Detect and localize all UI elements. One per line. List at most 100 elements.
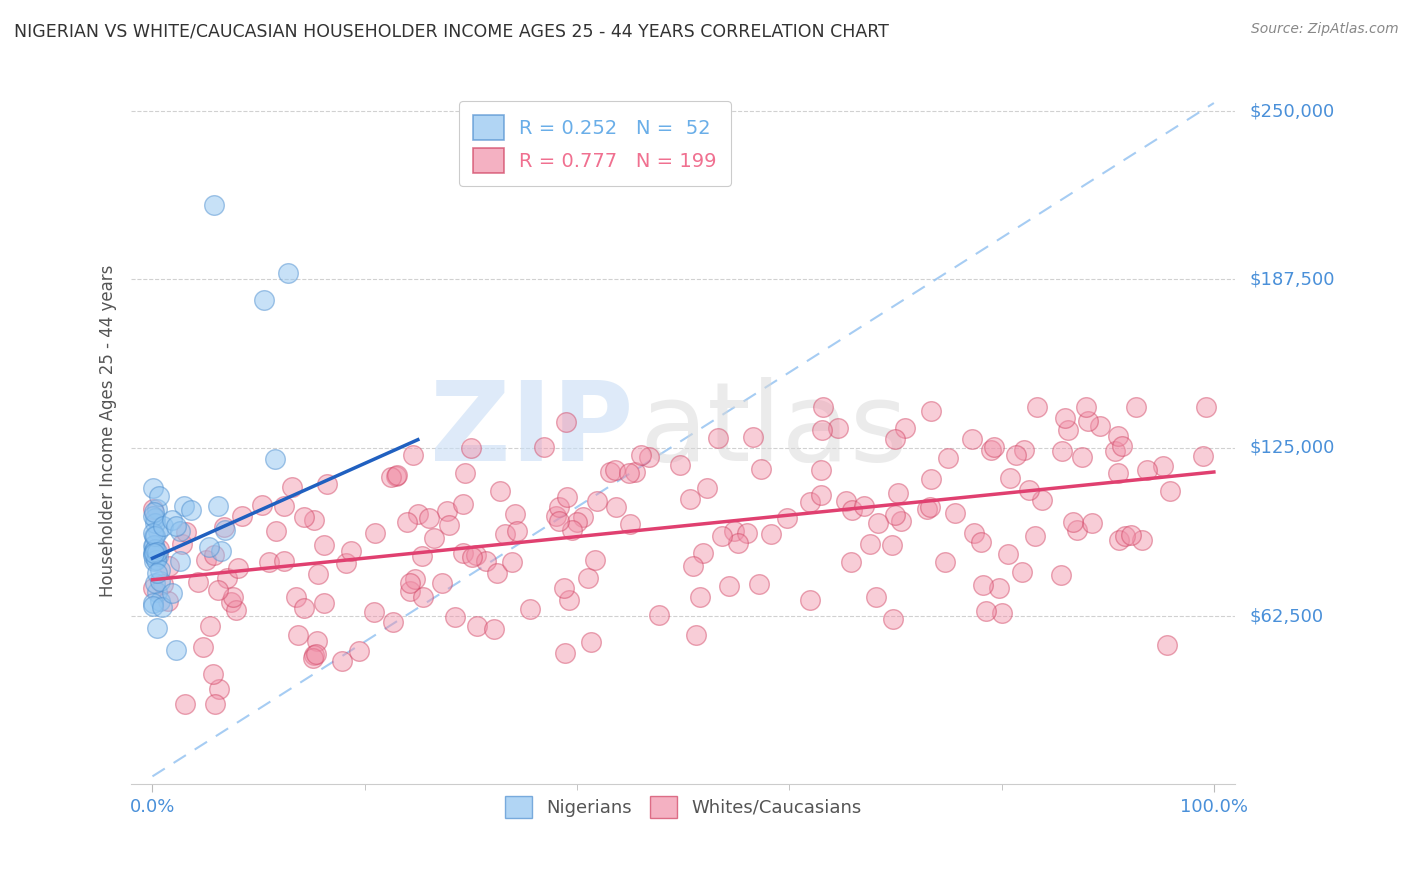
Point (1107, 467, 1129, 481)
Point (169, 524, 191, 539)
Point (1053, 411, 1076, 425)
Point (599, 466, 621, 480)
Point (202, 198, 225, 212)
Point (548, 500, 571, 514)
Point (451, 546, 474, 560)
Point (149, 563, 172, 577)
Legend: Nigerians, Whites/Caucasians: Nigerians, Whites/Caucasians (498, 789, 869, 825)
Point (1111, 439, 1133, 453)
Point (173, 697, 195, 711)
Point (142, 529, 165, 543)
Point (149, 594, 172, 608)
Point (460, 441, 482, 455)
Point (835, 493, 858, 508)
Point (475, 554, 498, 568)
Point (558, 593, 581, 607)
Point (533, 440, 555, 454)
Point (380, 470, 402, 484)
Point (253, 293, 276, 307)
Point (811, 401, 834, 415)
Point (304, 648, 326, 662)
Text: $125,000: $125,000 (1250, 439, 1334, 457)
Point (887, 486, 910, 500)
Point (315, 476, 337, 491)
Point (1074, 401, 1097, 415)
Point (669, 458, 692, 472)
Point (148, 549, 170, 564)
Point (799, 495, 821, 509)
Text: ZIP: ZIP (430, 377, 634, 484)
Point (464, 548, 486, 562)
Point (679, 491, 702, 506)
Text: $187,500: $187,500 (1250, 270, 1334, 288)
Point (461, 550, 484, 565)
Point (735, 526, 758, 541)
Point (1031, 492, 1053, 507)
Point (187, 574, 209, 589)
Point (1136, 463, 1159, 477)
Point (173, 499, 195, 513)
Point (436, 504, 458, 518)
Point (148, 542, 170, 557)
Y-axis label: Householder Income Ages 25 - 44 years: Householder Income Ages 25 - 44 years (100, 265, 117, 597)
Point (742, 430, 765, 444)
Point (605, 500, 627, 514)
Point (264, 451, 287, 466)
Point (617, 466, 640, 480)
Point (145, 552, 167, 566)
Point (561, 524, 583, 538)
Point (1066, 523, 1088, 537)
Point (142, 599, 165, 614)
Point (305, 647, 328, 661)
Point (142, 525, 165, 540)
Point (706, 431, 728, 445)
Point (277, 266, 299, 280)
Point (312, 596, 335, 610)
Point (225, 602, 247, 616)
Point (1125, 401, 1147, 415)
Point (586, 493, 609, 508)
Point (347, 643, 370, 657)
Point (465, 619, 488, 633)
Point (314, 538, 336, 552)
Point (143, 529, 166, 543)
Point (307, 566, 329, 581)
Point (776, 510, 799, 524)
Point (991, 607, 1014, 621)
Point (231, 508, 253, 523)
Point (307, 633, 329, 648)
Point (146, 566, 169, 580)
Point (1011, 566, 1033, 580)
Point (963, 525, 986, 540)
Point (1156, 638, 1178, 652)
Point (1014, 443, 1036, 458)
Point (143, 545, 166, 559)
Point (890, 514, 912, 528)
Point (1026, 401, 1049, 415)
Point (1130, 533, 1153, 547)
Point (381, 615, 404, 629)
Point (404, 573, 426, 587)
Point (418, 511, 440, 525)
Point (287, 628, 309, 642)
Point (148, 524, 170, 539)
Point (555, 490, 578, 504)
Point (915, 501, 938, 516)
Point (934, 556, 956, 570)
Point (335, 556, 357, 570)
Point (567, 516, 589, 530)
Point (882, 612, 904, 626)
Point (145, 553, 167, 567)
Point (748, 577, 770, 591)
Point (810, 423, 832, 437)
Point (228, 560, 250, 574)
Point (212, 520, 235, 534)
Point (1192, 449, 1215, 463)
Point (273, 554, 295, 568)
Point (214, 524, 236, 538)
Point (250, 498, 273, 512)
Point (1062, 515, 1084, 529)
Point (146, 502, 169, 516)
Point (749, 462, 772, 476)
Point (142, 539, 165, 553)
